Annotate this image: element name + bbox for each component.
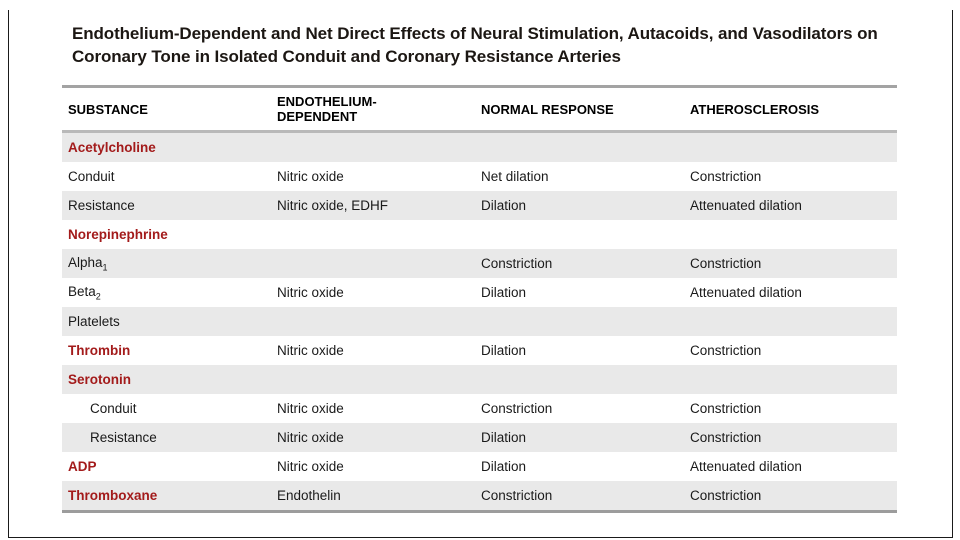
substance-label: ADP	[68, 459, 97, 474]
cell-endothelium-dependent: Nitric oxide	[277, 459, 344, 474]
cell-atherosclerosis: Constriction	[690, 343, 762, 358]
substance-label: Acetylcholine	[68, 140, 156, 155]
cell-endothelium-dependent: Nitric oxide	[277, 430, 344, 445]
cell-substance: Thromboxane	[62, 488, 271, 503]
substance-label: Resistance	[90, 430, 157, 445]
row-adp: ADP Nitric oxide Dilation Attenuated dil…	[62, 452, 897, 481]
substance-label: Conduit	[90, 401, 137, 416]
row-alpha1: Alpha1 Constriction Constriction	[62, 249, 897, 278]
cell-normal-response: Constriction	[481, 256, 553, 271]
cell-substance: Resistance	[62, 198, 271, 213]
row-acetylcholine: Acetylcholine	[62, 133, 897, 162]
table-header: SUBSTANCE ENDOTHELIUM-DEPENDENT NORMAL R…	[62, 88, 897, 133]
cell-substance: Conduit	[62, 401, 271, 416]
substance-label: Conduit	[68, 169, 115, 184]
substance-label: Thromboxane	[68, 488, 158, 503]
row-serotonin: Serotonin	[62, 365, 897, 394]
page-title-line-2: Coronary Tone in Isolated Conduit and Co…	[72, 47, 621, 66]
page-title-line-1: Endothelium-Dependent and Net Direct Eff…	[72, 24, 878, 43]
cell-substance: Acetylcholine	[62, 140, 271, 155]
row-resistance-acetylcholine: Resistance Nitric oxide, EDHF Dilation A…	[62, 191, 897, 220]
row-platelets: Platelets	[62, 307, 897, 336]
cell-endothelium-dependent: Nitric oxide	[277, 285, 344, 300]
row-thrombin: Thrombin Nitric oxide Dilation Constrict…	[62, 336, 897, 365]
column-header-endothelium-dependent-label: ENDOTHELIUM-DEPENDENT	[277, 94, 377, 124]
column-header-normal-response: NORMAL RESPONSE	[481, 101, 614, 117]
cell-normal-response: Constriction	[481, 401, 553, 416]
effects-table: SUBSTANCE ENDOTHELIUM-DEPENDENT NORMAL R…	[62, 85, 897, 513]
cell-endothelium-dependent: Nitric oxide	[277, 169, 344, 184]
cell-atherosclerosis: Attenuated dilation	[690, 198, 802, 213]
cell-endothelium-dependent: Endothelin	[277, 488, 341, 503]
substance-subscript: 1	[102, 262, 108, 273]
row-norepinephrine: Norepinephrine	[62, 220, 897, 249]
substance-label: Alpha	[68, 254, 103, 270]
column-header-substance: SUBSTANCE	[68, 101, 148, 117]
row-beta2: Beta2 Nitric oxide Dilation Attenuated d…	[62, 278, 897, 307]
cell-normal-response: Dilation	[481, 459, 527, 474]
cell-substance: Alpha1	[62, 255, 271, 273]
cell-substance: Norepinephrine	[62, 227, 271, 242]
cell-substance: Conduit	[62, 169, 271, 184]
page-title: Endothelium-Dependent and Net Direct Eff…	[72, 22, 912, 68]
column-header-endothelium-dependent: ENDOTHELIUM-DEPENDENT	[271, 94, 475, 124]
cell-atherosclerosis: Constriction	[690, 430, 762, 445]
substance-label: Beta	[68, 283, 96, 299]
cell-substance: Thrombin	[62, 343, 271, 358]
cell-atherosclerosis: Constriction	[690, 401, 762, 416]
row-conduit-acetylcholine: Conduit Nitric oxide Net dilation Constr…	[62, 162, 897, 191]
cell-substance: Serotonin	[62, 372, 271, 387]
cell-endothelium-dependent: Nitric oxide	[277, 343, 344, 358]
row-conduit-serotonin: Conduit Nitric oxide Constriction Constr…	[62, 394, 897, 423]
cell-atherosclerosis: Constriction	[690, 488, 762, 503]
row-resistance-serotonin: Resistance Nitric oxide Dilation Constri…	[62, 423, 897, 452]
cell-endothelium-dependent: Nitric oxide	[277, 401, 344, 416]
cell-substance: Beta2	[62, 284, 271, 302]
row-thromboxane: Thromboxane Endothelin Constriction Cons…	[62, 481, 897, 510]
cell-substance: Platelets	[62, 314, 271, 329]
cell-atherosclerosis: Attenuated dilation	[690, 459, 802, 474]
cell-atherosclerosis: Constriction	[690, 256, 762, 271]
cell-endothelium-dependent: Nitric oxide, EDHF	[277, 198, 389, 213]
table-body: Acetylcholine Conduit Nitric oxide Net d…	[62, 133, 897, 510]
substance-label: Platelets	[68, 314, 120, 329]
substance-label: Serotonin	[68, 372, 131, 387]
cell-normal-response: Dilation	[481, 285, 527, 300]
cell-atherosclerosis: Attenuated dilation	[690, 285, 802, 300]
cell-normal-response: Dilation	[481, 343, 527, 358]
substance-label: Resistance	[68, 198, 135, 213]
substance-subscript: 2	[95, 291, 101, 302]
column-header-atherosclerosis: ATHEROSCLEROSIS	[690, 101, 820, 117]
cell-substance: ADP	[62, 459, 271, 474]
cell-normal-response: Net dilation	[481, 169, 549, 184]
cell-normal-response: Dilation	[481, 430, 527, 445]
cell-normal-response: Dilation	[481, 198, 527, 213]
cell-normal-response: Constriction	[481, 488, 553, 503]
cell-atherosclerosis: Constriction	[690, 169, 762, 184]
substance-label: Norepinephrine	[68, 227, 168, 242]
substance-label: Thrombin	[68, 343, 131, 358]
cell-substance: Resistance	[62, 430, 271, 445]
